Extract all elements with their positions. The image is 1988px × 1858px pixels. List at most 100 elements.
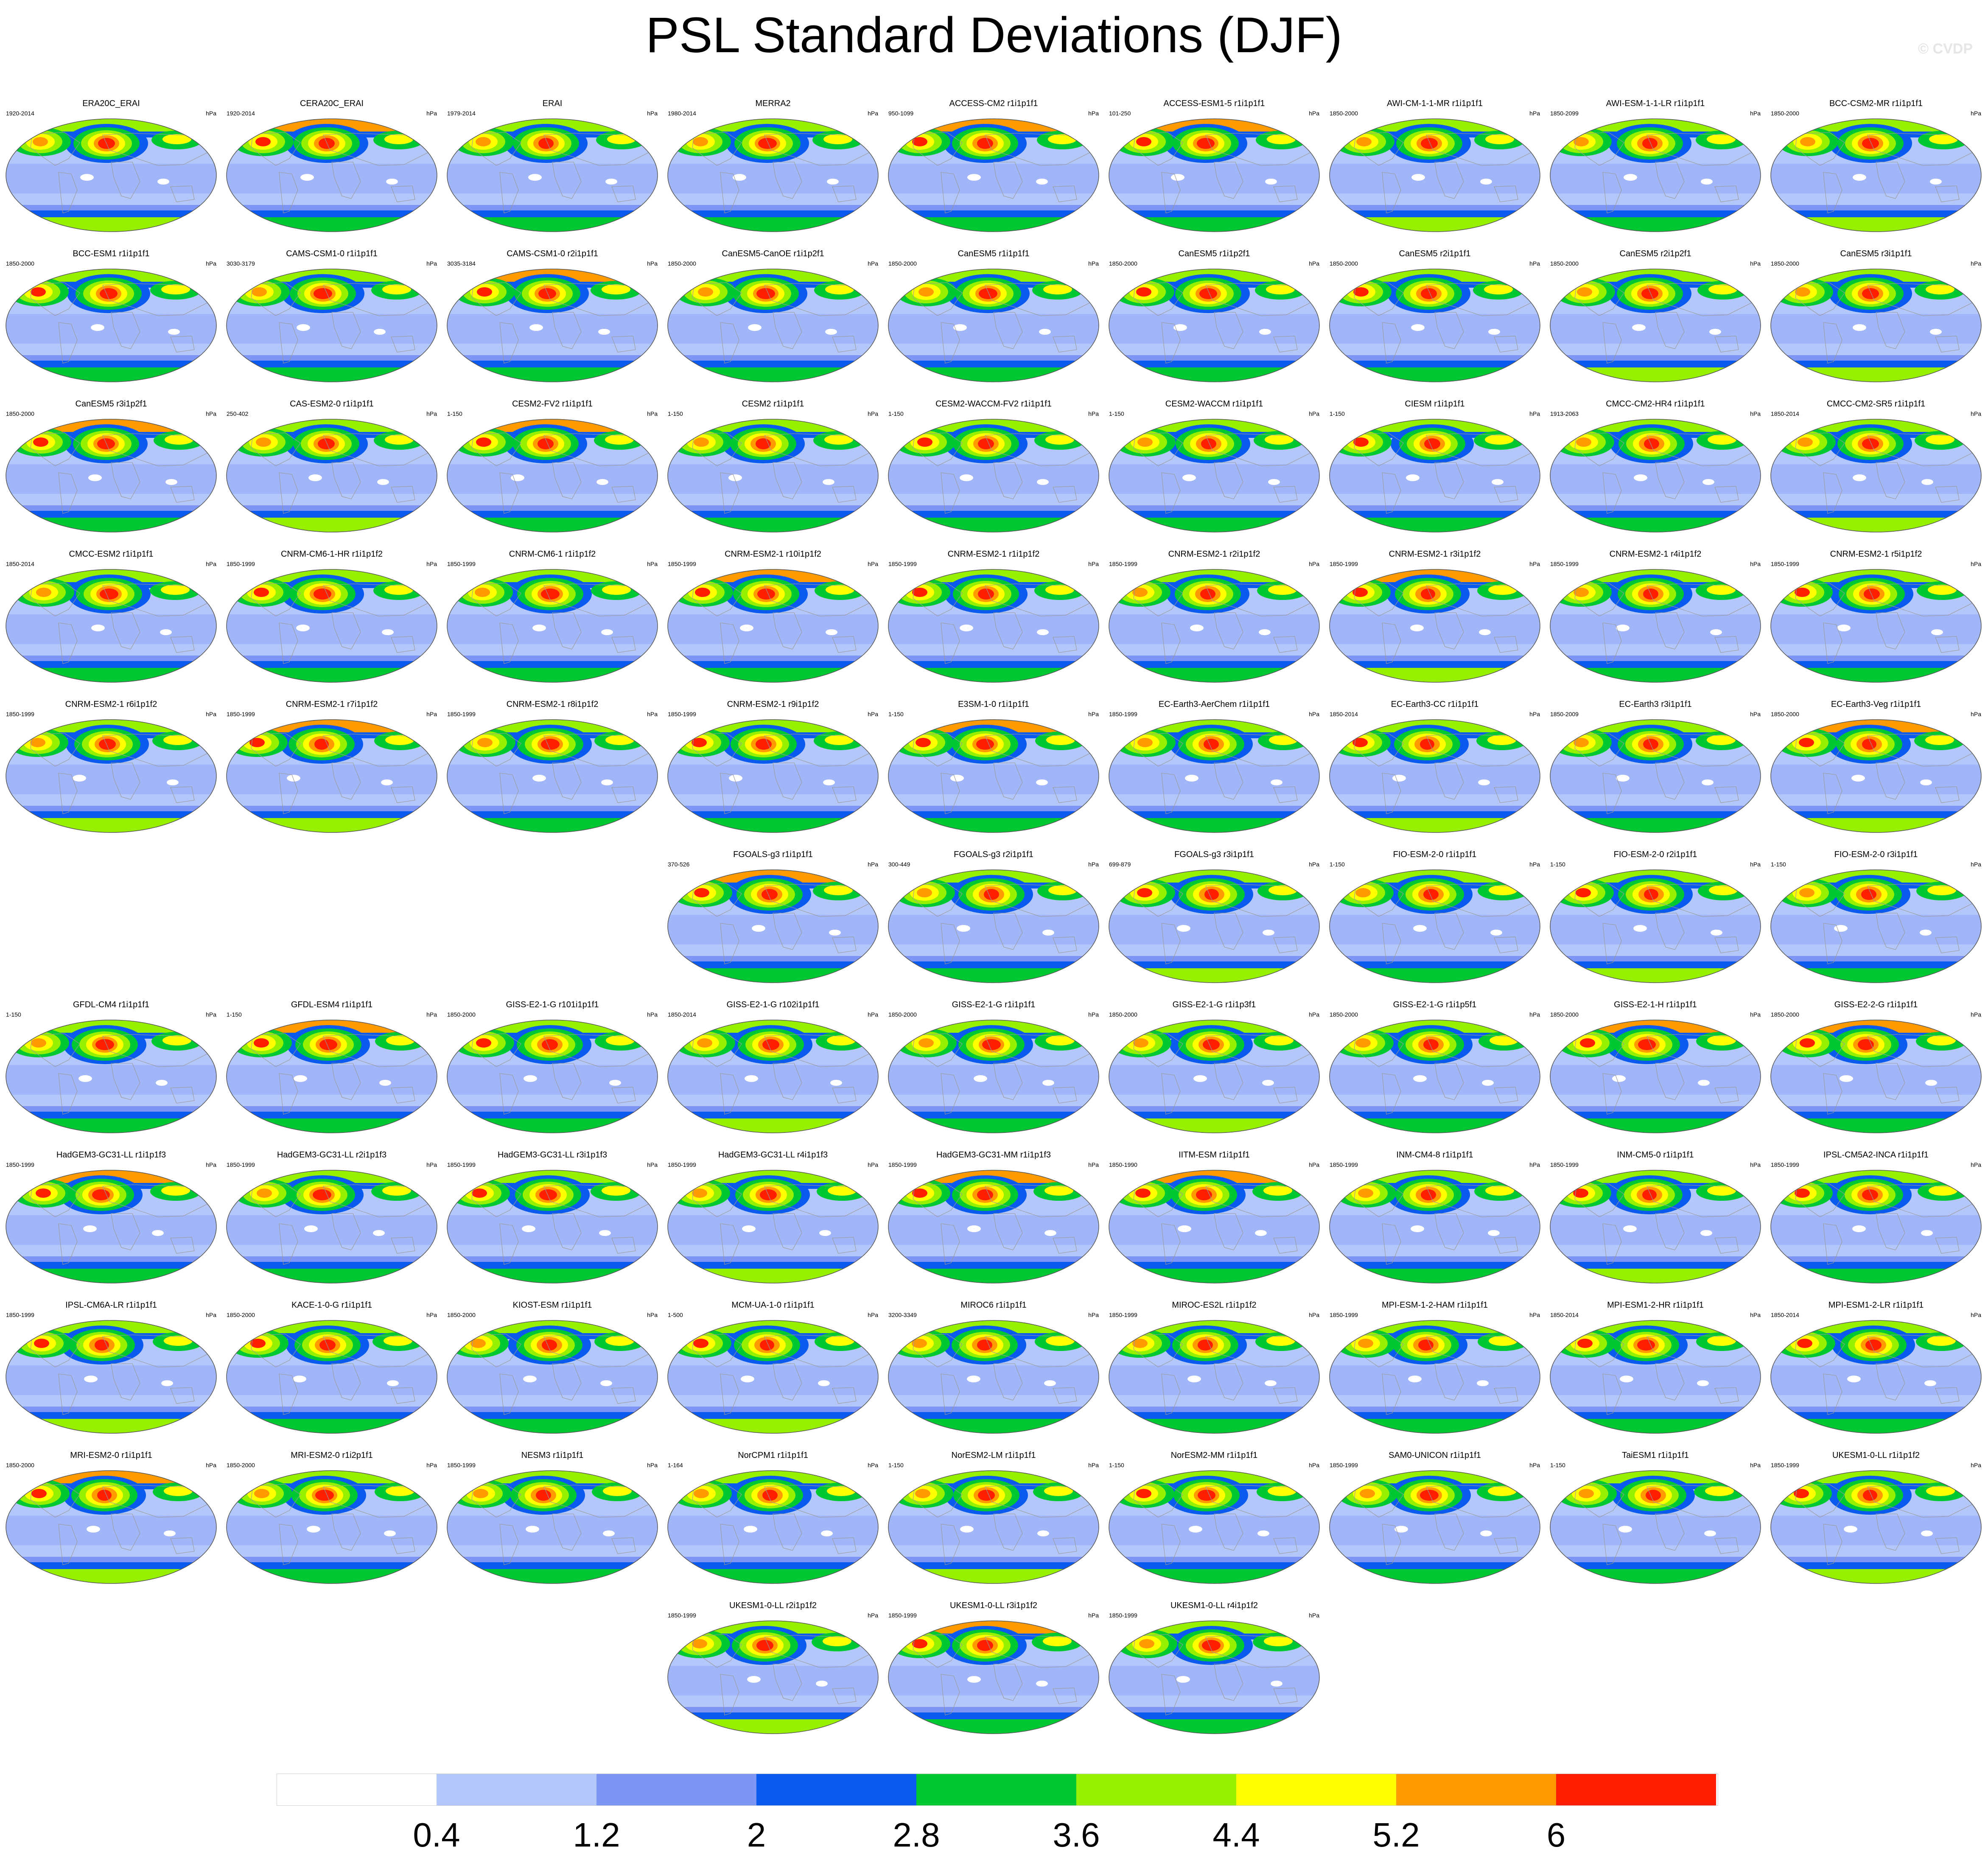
coastline [58,472,78,514]
panel-units: hPa [647,1011,658,1018]
coastline [170,1087,195,1104]
tropical-minimum [1394,1526,1408,1533]
map-outline [667,1470,879,1584]
tropical-minimum [168,329,180,335]
map-plot [447,719,658,833]
map-plot [888,869,1099,983]
coastline [1382,773,1401,814]
coastline [1935,1537,1960,1554]
coastline [832,1087,857,1104]
tropical-minimum [1921,1530,1933,1536]
coastline [102,1334,209,1368]
map-plot [1770,869,1982,983]
coastline [1714,185,1739,202]
panel-units: hPa [868,1612,878,1619]
eurasian-max [1265,434,1294,445]
map-plot [1550,569,1761,683]
southern-band-strong [1109,1112,1319,1118]
coastline [30,1484,80,1518]
coastline [913,1183,963,1217]
coastline [1646,433,1753,466]
coastline [1795,1033,1845,1067]
eurasian-max [1707,1336,1736,1346]
map-outline [1550,118,1761,232]
panel-units: hPa [1309,711,1319,717]
coastline [993,1513,1023,1551]
tropical-band [1330,1215,1540,1245]
southern-band-strong [1550,210,1761,217]
tropical-minimum [1177,925,1190,932]
map-outline [1550,569,1761,683]
pacific-max [762,889,778,900]
coastline [941,1674,960,1715]
panel-title: CanESM5 r3i1p2f1 [75,399,147,409]
pacific-max [1862,1189,1878,1200]
eurasian-max [827,1035,856,1045]
coastline [1354,1484,1404,1518]
pacific-max [539,1189,557,1200]
coastline [471,583,521,617]
map-plot [447,569,658,683]
antarctic-band [668,518,878,532]
tropical-band [447,765,658,794]
atlantic-max [249,738,265,747]
map-plot [1550,1020,1761,1133]
map-outline [447,269,658,382]
coastline [1354,583,1404,617]
pacific-max [100,589,118,600]
tropical-band [1109,314,1319,344]
colorbar-swatch [756,1774,916,1806]
coastline [611,336,636,353]
map-panel: CNRM-ESM2-1 r5i1p1f2 1850-1999 hPa [1766,549,1986,698]
antarctic-band [888,968,1099,983]
pacific-max [314,739,329,750]
coastline [30,132,80,166]
coastline [1935,636,1960,653]
map-panel: CESM2 r1i1p1f1 1-150 hPa [663,399,883,547]
coastline [1273,1687,1298,1704]
coastline [1795,432,1845,466]
atlantic-max [1137,888,1152,897]
coastline [279,1373,298,1415]
coastline [279,172,298,213]
coastline [323,1034,430,1067]
eurasian-max [1267,134,1296,144]
panel-title: CNRM-ESM2-1 r7i1p1f2 [286,700,378,709]
panel-units: hPa [206,110,216,117]
tropical-minimum [387,1380,399,1386]
coastline [331,1213,361,1250]
panel-years: 1850-1999 [1550,560,1579,567]
southern-band-strong [1330,661,1540,668]
tropical-minimum [1924,1380,1936,1386]
coastline [1434,462,1464,499]
pacific-max [1642,1189,1657,1200]
map-panel: EC-Earth3-AerChem r1i1p1f1 1850-1999 hPa [1104,699,1324,848]
atlantic-max [1795,1188,1810,1198]
panel-years: 1913-2063 [1550,410,1579,417]
eurasian-max [1043,284,1072,294]
coastline [1161,1674,1181,1715]
tropical-band [1109,915,1319,944]
pacific-max [1862,739,1876,750]
map-plot [1329,1320,1540,1434]
antarctic-band [6,1269,216,1283]
coastline [1053,1687,1077,1704]
tropical-minimum [1620,1376,1633,1382]
panel-years: 1850-1999 [1109,560,1137,567]
pacific-max [977,1189,993,1200]
map-panel: ERAI 1979-2014 hPa [442,98,663,247]
tropical-minimum [374,329,386,335]
tropical-minimum [1612,1075,1626,1082]
panel-units: hPa [868,110,878,117]
pacific-max [977,1340,992,1351]
pacific-max [1862,138,1879,149]
tropical-minimum [373,1230,385,1236]
southern-band-strong [1109,210,1319,217]
panel-units: hPa [1529,861,1540,868]
panel-title: HadGEM3-GC31-LL r4i1p1f3 [718,1150,828,1160]
atlantic-max [916,738,931,747]
coastline [1646,1485,1753,1518]
pacific-max [1200,589,1215,600]
map-plot [1550,1320,1761,1434]
panel-units: hPa [206,560,216,567]
